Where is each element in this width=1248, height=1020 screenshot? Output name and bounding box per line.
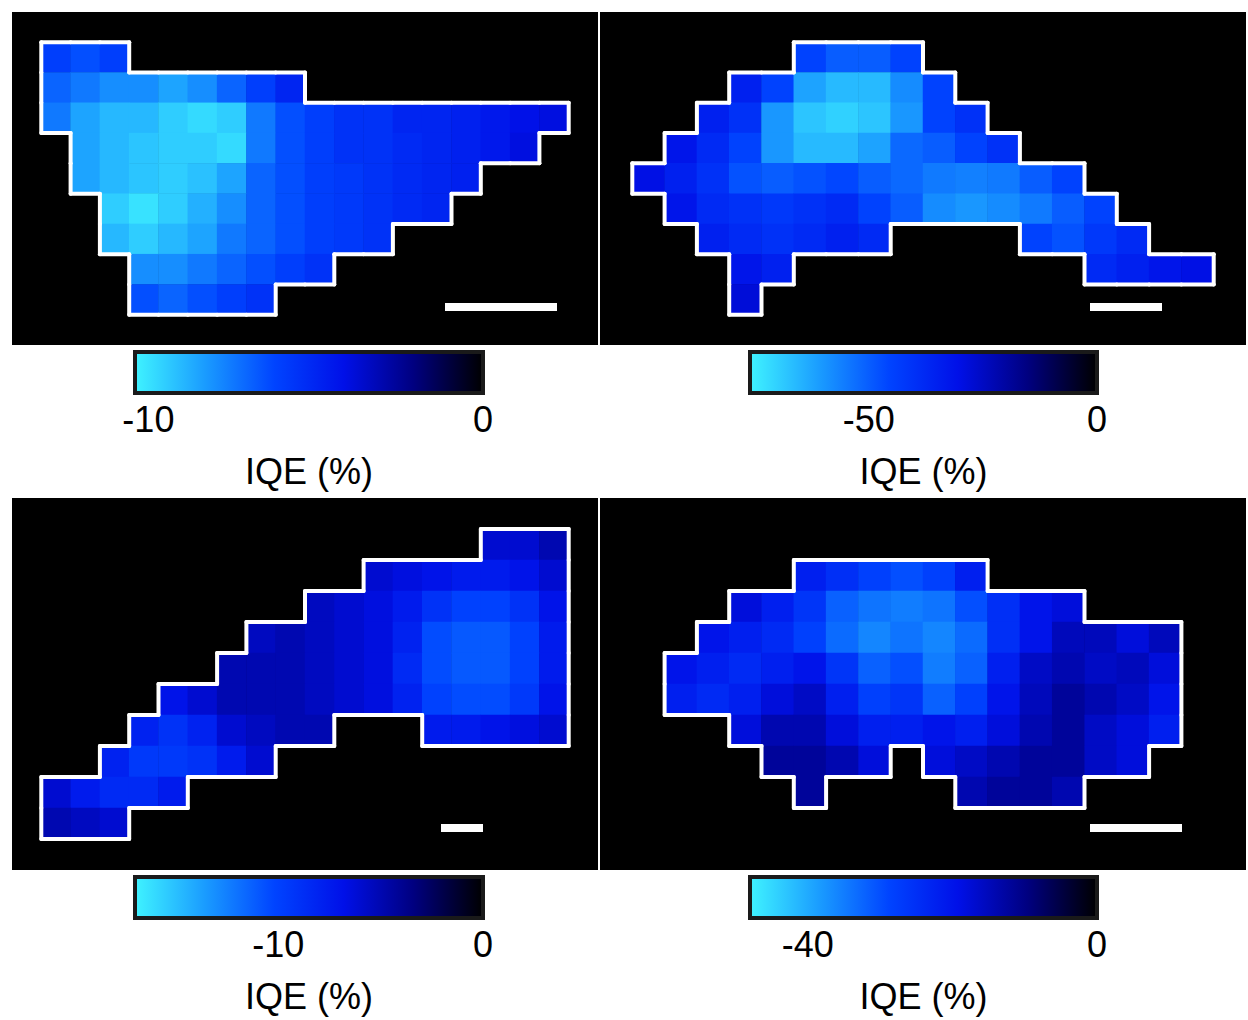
svg-text:IQE (%): IQE (%) xyxy=(859,451,987,492)
svg-text:-10: -10 xyxy=(252,924,304,965)
svg-text:-40: -40 xyxy=(782,924,834,965)
svg-text:IQE (%): IQE (%) xyxy=(245,976,373,1017)
svg-text:0: 0 xyxy=(473,399,493,440)
svg-text:0: 0 xyxy=(1087,924,1107,965)
svg-text:0: 0 xyxy=(473,924,493,965)
svg-text:-50: -50 xyxy=(843,399,895,440)
svg-text:IQE (%): IQE (%) xyxy=(859,976,987,1017)
svg-text:0: 0 xyxy=(1087,399,1107,440)
svg-text:IQE (%): IQE (%) xyxy=(245,451,373,492)
svg-text:-10: -10 xyxy=(122,399,174,440)
